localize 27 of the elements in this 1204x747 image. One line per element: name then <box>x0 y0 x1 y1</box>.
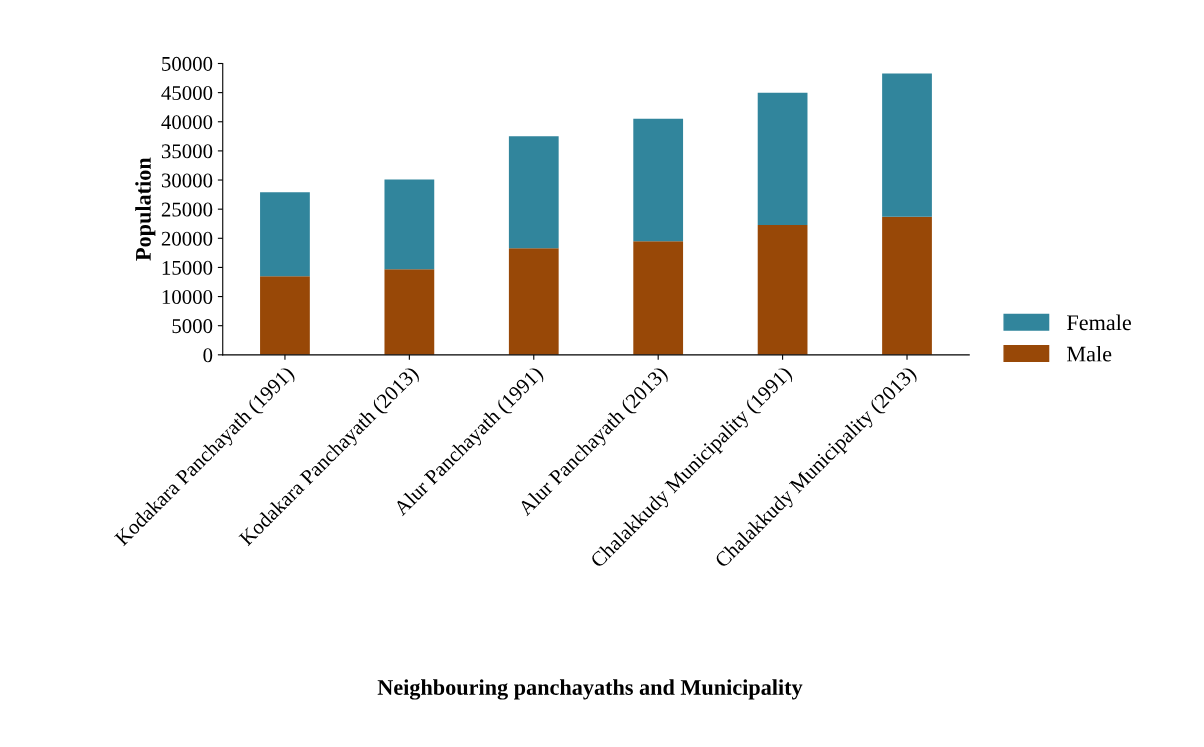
y-tick-label: 30000 <box>161 173 213 188</box>
bar <box>882 73 932 217</box>
legend-label: Male <box>1067 345 1112 362</box>
bar <box>633 118 684 242</box>
y-tick-label: 50000 <box>162 56 213 71</box>
y-tick-label: 5000 <box>172 319 213 334</box>
bar <box>384 179 435 270</box>
bar <box>882 216 932 355</box>
bar <box>508 136 559 249</box>
y-tick-label: 20000 <box>161 231 213 246</box>
bar <box>260 192 310 277</box>
bar <box>757 92 808 225</box>
bar <box>260 276 310 355</box>
x-axis-title: Neighbouring panchayaths and Municipality <box>377 679 803 700</box>
y-tick-label: 25000 <box>161 202 213 217</box>
bar <box>757 224 808 355</box>
y-tick-label: 15000 <box>162 260 213 275</box>
legend-label: Female <box>1067 314 1132 331</box>
bar <box>508 248 559 355</box>
y-tick-label: 35000 <box>161 144 213 159</box>
y-tick-label: 10000 <box>162 289 213 304</box>
y-tick-label: 45000 <box>161 86 213 101</box>
bar <box>384 269 435 355</box>
y-tick-label: 40000 <box>161 115 213 130</box>
y-axis-title: Population <box>135 157 156 261</box>
bar <box>633 241 684 355</box>
y-tick-label: 0 <box>203 348 213 363</box>
